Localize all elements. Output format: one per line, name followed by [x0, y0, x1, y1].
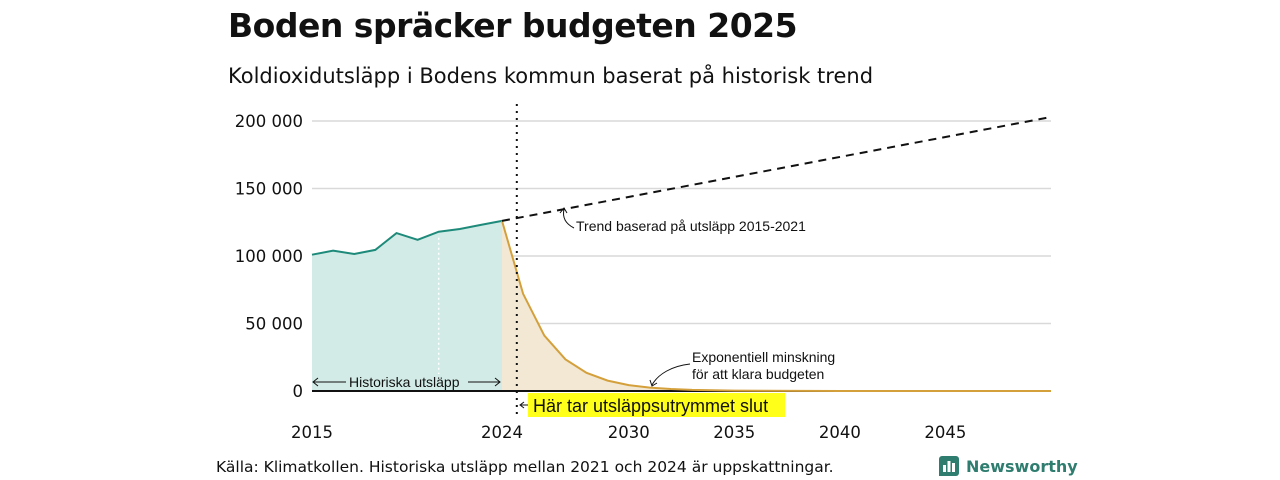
annotation-budget-end: Här tar utsläppsutrymmet slut	[533, 396, 768, 416]
chart-subtitle: Koldioxidutsläpp i Bodens kommun baserat…	[228, 64, 874, 88]
annotation-historical: Historiska utsläpp	[349, 374, 460, 390]
historical-line	[311, 219, 503, 256]
y-tick-label: 100 000	[235, 247, 303, 266]
newsworthy-icon	[939, 456, 959, 476]
annotation-pointer	[651, 363, 691, 386]
y-tick-label: 200 000	[235, 112, 303, 131]
brand-logo: Newsworthy	[938, 455, 1078, 477]
source-note: Källa: Klimatkollen. Historiska utsläpp …	[216, 458, 834, 476]
chart-title: Boden spräcker budgeten 2025	[228, 6, 798, 45]
highlight-box	[528, 393, 785, 417]
annotation-arrowhead	[559, 207, 568, 214]
y-tick-label: 150 000	[235, 180, 303, 199]
x-tick-label: 2040	[819, 423, 861, 442]
budget-line	[501, 220, 1051, 392]
annotation-exponential: Exponentiell minskning	[692, 349, 835, 365]
x-tick-label: 2045	[924, 423, 966, 442]
y-tick-label: 50 000	[245, 315, 303, 334]
annotation-trend: Trend baserad på utsläpp 2015-2021	[576, 218, 806, 234]
budget-area	[502, 220, 1051, 391]
x-tick-label: 2015	[291, 423, 333, 442]
annotation-pointer	[563, 208, 575, 229]
trend-line	[501, 116, 1052, 222]
y-tick-label: 0	[293, 382, 304, 401]
annotation-bg	[346, 374, 468, 390]
x-tick-label: 2030	[608, 423, 650, 442]
x-tick-label: 2024	[481, 423, 523, 442]
annotation-arrowhead	[494, 377, 501, 387]
x-tick-label: 2035	[713, 423, 755, 442]
annotation-arrowhead	[519, 401, 525, 409]
annotation-arrowhead	[649, 379, 658, 387]
brand-name: Newsworthy	[966, 456, 1078, 476]
historical-area	[312, 220, 503, 391]
annotation-arrowhead	[312, 377, 319, 387]
annotation-exponential: för att klara budgeten	[692, 366, 824, 382]
